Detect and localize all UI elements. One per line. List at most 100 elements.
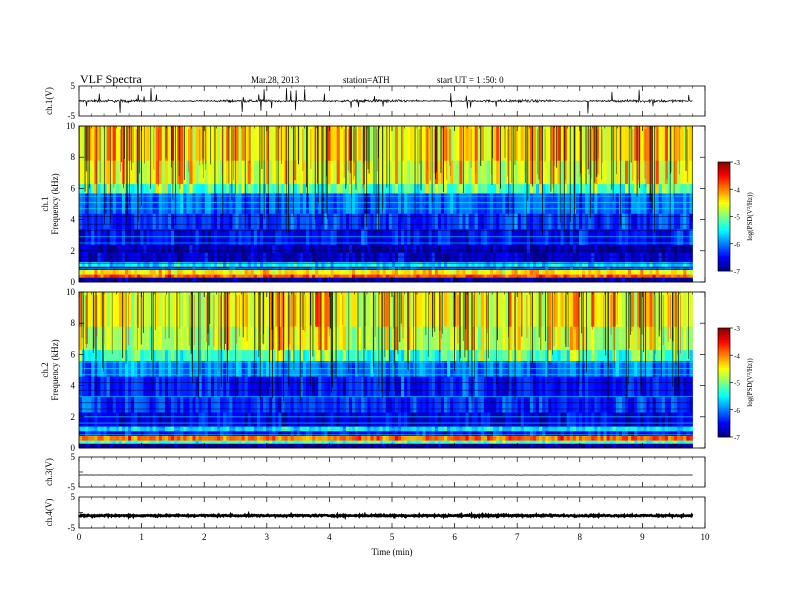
spectrogram-cell [207,277,212,283]
spectrogram-cell [339,277,344,283]
spectrogram-cell [664,193,669,214]
spectrogram-cell [256,274,261,278]
spectrogram-cell [376,440,381,444]
spectrogram-cell [330,266,334,270]
spectrogram-cell [625,183,629,194]
spectrogram-cell [355,443,359,449]
spectrogram-cell [164,183,169,194]
spectrogram-cell [352,244,356,253]
spectrogram-cell [413,292,417,327]
spectrogram-cell [143,435,147,441]
figure-title: VLF Spectra [80,72,142,86]
spectrogram-cell [131,269,135,275]
spectrogram-cell [514,269,519,275]
spectrogram-cell [281,193,285,214]
spectrogram-cell [352,443,356,449]
spectrogram-cell [437,261,442,267]
spectrogram-cell [517,244,522,253]
spectrogram-cell [336,440,341,444]
spectrogram-cell [281,183,285,194]
spectrogram-cell [661,193,666,214]
spectrogram-cell [664,213,669,230]
spectrogram-cell [309,183,313,194]
spectrogram-cell [174,435,178,441]
spectrogram-cell [204,193,209,214]
spectrogram-cell [278,244,282,253]
spectrogram-cell [391,183,396,194]
spectrogram-cell [456,412,460,427]
spectrogram-cell [450,426,454,432]
spectrogram-cell [499,443,503,449]
spectrogram-cell [272,443,276,449]
spectrogram-cell [290,435,295,441]
spectrogram-cell [88,269,92,275]
spectrogram-cell [155,440,160,444]
spectrogram-cell [302,269,307,275]
spectrogram-cell [309,269,313,275]
spectrogram-cell [91,443,95,449]
spectrogram-cell [263,430,267,436]
spectrogram-cell [508,440,512,444]
spectrogram-cell [352,193,356,214]
spectrogram-cell [299,349,304,362]
spectrogram-cell [106,266,111,270]
spectrogram-cell [493,412,497,427]
spectrogram-cell [342,435,347,441]
spectrogram-cell [134,440,138,444]
spectrogram-cell [517,292,522,327]
spectrogram-cell [398,426,402,432]
spectrogram-cell [220,292,224,327]
spectrogram-cell [345,326,350,351]
spectrogram-cell [198,435,203,441]
spectrogram-cell [229,269,233,275]
spectrogram-cell [287,126,292,161]
spectrogram-cell [281,244,285,253]
spectrogram-cell [315,160,319,185]
spectrogram-cell [183,261,187,267]
spectrogram-cell [450,326,454,351]
spectrogram-cell [238,261,242,267]
spectrogram-cell [198,274,203,278]
spectrogram-cell [422,426,427,432]
spectrogram-cell [121,269,126,275]
spectrogram-cell [312,269,316,275]
spectrogram-cell [355,396,359,413]
spectrogram-cell [444,244,448,253]
spectrogram-cell [686,160,690,185]
spectrogram-cell [453,349,457,362]
spectrogram-cell [600,193,604,214]
spectrogram-cell [523,443,528,449]
spectrogram-cell [391,435,396,441]
spectrogram-cell [560,349,565,362]
spectrogram-cell [355,426,359,432]
spectrogram-cell [284,277,288,283]
spectrogram-cell [140,269,144,275]
spectrogram-cell [615,160,620,185]
spectrogram-cell [532,440,537,444]
spectrogram-cell [523,435,528,441]
spectrogram-cell [106,292,111,327]
spectrogram-cell [309,430,313,436]
spectrogram-cell [131,396,135,413]
spectrogram-cell [137,426,141,432]
spectrogram-cell [422,193,427,214]
spectrogram-cell [302,244,307,253]
spectrogram-cell [394,412,399,427]
spectrogram-cell [490,426,494,432]
spectrogram-cell [575,126,580,161]
spectrogram-cell [312,412,316,427]
spectrogram-cell [247,426,252,432]
spectrogram-cell [348,160,353,185]
spectrogram-cell [563,261,568,267]
spectrogram-cell [404,269,408,275]
spectrogram-cell [434,193,439,214]
spectrogram-cell [213,440,218,444]
spectrogram-cell [195,274,200,278]
spectrogram-cell [131,213,135,230]
spectrogram-cell [382,193,387,214]
spectrogram-cell [394,274,399,278]
spectrogram-cell [100,426,104,432]
spectrogram-cell [385,269,390,275]
y-tick-label: 10 [66,121,76,131]
spectrogram-cell [109,376,114,397]
